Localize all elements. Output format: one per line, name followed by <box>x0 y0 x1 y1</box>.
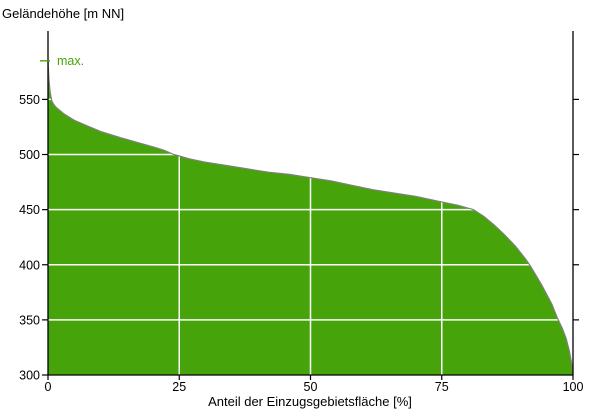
y-tick-label: 400 <box>19 258 40 272</box>
x-tick-label: 0 <box>45 380 52 394</box>
y-tick-label: 350 <box>19 313 40 327</box>
x-tick-label: 25 <box>172 380 186 394</box>
y-tick-label: 550 <box>19 93 40 107</box>
x-tick-label: 75 <box>435 380 449 394</box>
y-axis-title: Geländehöhe [m NN] <box>2 6 125 21</box>
y-tick-label: 500 <box>19 148 40 162</box>
elevation-curve-line <box>47 60 574 376</box>
x-axis-title: Anteil der Einzugsgebietsfläche [%] <box>208 394 412 409</box>
max-label: max. <box>57 54 84 68</box>
x-tick-label: 50 <box>304 380 318 394</box>
y-tick-label: 450 <box>19 203 40 217</box>
y-tick-label: 300 <box>19 369 40 383</box>
x-tick-label: 100 <box>563 380 584 394</box>
